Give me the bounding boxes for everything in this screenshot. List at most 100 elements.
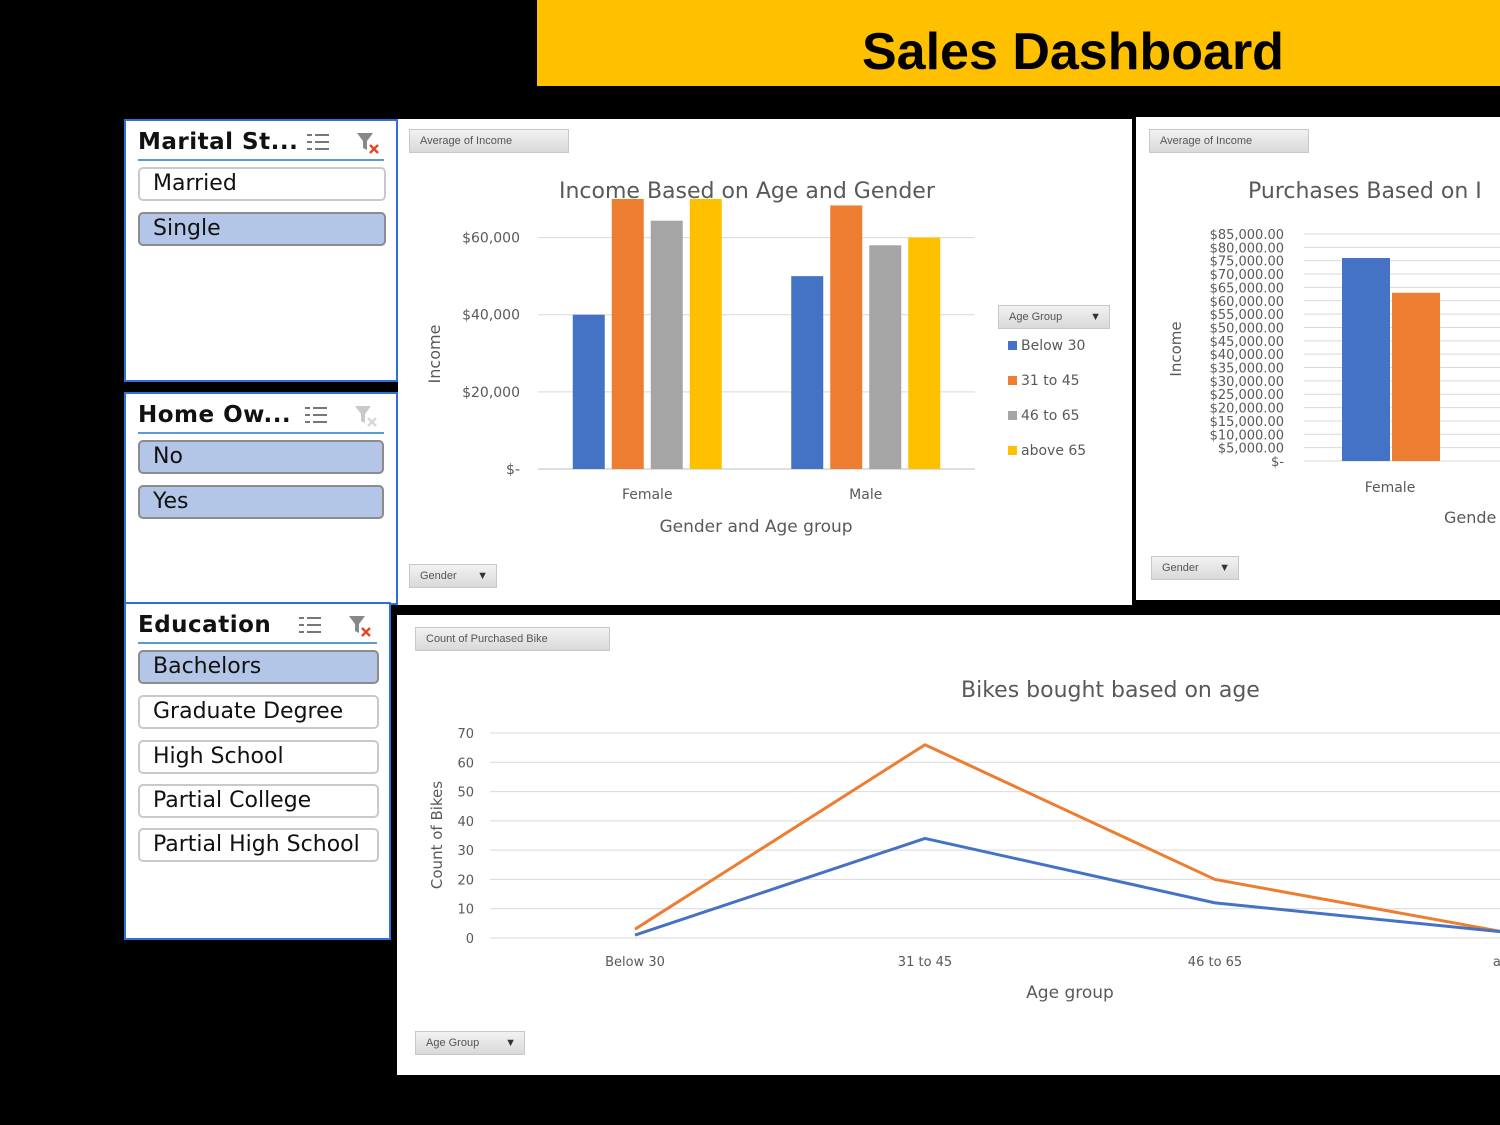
x-tick-label: Male [849,487,882,503]
y-tick-label: $10,000.00 [1210,428,1284,443]
slicer-header: Marital St... [138,127,384,161]
y-tick-label: $35,000.00 [1210,362,1284,377]
x-tick-label: Below 30 [605,955,665,970]
y-tick-label: 60 [457,756,474,771]
income-chart: $- $20,000 $40,000 $60,000 Female Male Gender … [425,199,1086,537]
clear-filter-icon[interactable] [354,129,382,155]
y-axis-label: Income [1167,321,1185,376]
slicer-marital-status: Marital St... Married Single [124,119,398,382]
bar [689,199,722,469]
axis-field-label: Gender [1162,562,1199,574]
slicer-title: Home Ow... [138,402,292,428]
y-tick-label: 10 [457,903,474,918]
multi-select-icon[interactable] [304,404,330,426]
y-tick-label: $- [1271,455,1284,470]
purchase-chart: $-$5,000.00$10,000.00$15,000.00$20,000.0… [1167,228,1500,527]
value-field-label: Average of Income [1160,135,1253,147]
y-tick-label: $20,000 [462,385,520,401]
legend-swatch [1008,376,1017,385]
y-tick-label: $85,000.00 [1210,228,1284,243]
y-tick-label: $55,000.00 [1210,308,1284,323]
dropdown-arrow-icon: ▼ [1219,562,1230,574]
bar [650,220,683,469]
chart-title: Purchases Based on I [1248,179,1482,204]
legend-label: Below 30 [1021,338,1085,354]
clear-filter-icon[interactable] [352,402,380,428]
dropdown-arrow-icon: ▼ [1090,311,1101,323]
bikes-chart: 0 10 20 30 40 50 60 70 Below 30 31 to 45 46 to 65 a… [428,727,1500,1003]
slicer-home-owner: Home Ow... No Yes [124,392,398,605]
y-tick-label: $15,000.00 [1210,415,1284,430]
chart-title: Bikes bought based on age [961,678,1260,703]
y-tick-label: $5,000.00 [1218,442,1284,457]
x-axis-label: Gender and Age group [659,517,852,537]
dashboard-title: Sales Dashboard [862,23,1284,81]
slicer-title: Education [138,612,272,638]
x-tick-label: abo [1493,955,1500,970]
x-tick-label: 31 to 45 [898,955,952,970]
legend-label: above 65 [1021,443,1086,459]
dropdown-arrow-icon: ▼ [477,570,488,582]
value-field-label: Average of Income [420,135,513,147]
bar [791,276,824,469]
clear-filter-icon[interactable] [346,612,374,638]
x-tick-label: Female [1365,480,1416,496]
slicer-item-yes[interactable]: Yes [138,485,384,519]
dashboard-title-bar [537,0,1500,86]
y-axis-label: Income [425,325,444,384]
axis-field-button[interactable]: Age Group ▼ [415,1031,525,1055]
slicer-item-graduate-degree[interactable]: Graduate Degree [138,695,379,729]
slicer-item-partial-college[interactable]: Partial College [138,784,379,818]
axis-field-label: Gender [420,570,457,582]
value-field-button[interactable]: Average of Income [1149,129,1309,153]
value-field-button[interactable]: Count of Purchased Bike [415,627,610,651]
y-tick-label: 70 [457,727,474,742]
slicer-item-partial-high-school[interactable]: Partial High School [138,828,379,862]
y-tick-label: $40,000 [462,308,520,324]
slicer-item-high-school[interactable]: High School [138,740,379,774]
axis-field-button[interactable]: Gender ▼ [409,564,497,588]
y-tick-label: $50,000.00 [1210,321,1284,336]
y-tick-label: 20 [457,873,474,888]
y-tick-label: $70,000.00 [1210,268,1284,283]
slicer-item-single[interactable]: Single [138,212,386,246]
multi-select-icon[interactable] [298,614,324,636]
series-line [634,836,1500,937]
y-tick-label: $30,000.00 [1210,375,1284,390]
bar [830,205,863,469]
y-axis-label: Count of Bikes [428,781,446,889]
y-tick-label: 50 [457,786,474,801]
x-axis-label: Gende [1444,508,1496,527]
slicer-education: Education Bachelors Graduate Degree High… [124,602,391,940]
legend-label: 31 to 45 [1021,373,1080,389]
slicer-title: Marital St... [138,129,299,155]
legend-field-button[interactable]: Age Group ▼ [998,305,1110,329]
series-line [634,743,1500,933]
x-tick-label: Female [622,487,673,503]
slicer-header: Home Ow... [138,400,384,434]
bar [1392,292,1440,461]
y-tick-label: $60,000 [462,231,520,247]
slicer-header: Education [138,610,377,644]
y-tick-label: 0 [466,932,474,947]
bar [908,237,941,469]
y-tick-label: $60,000.00 [1210,295,1284,310]
y-tick-label: $25,000.00 [1210,388,1284,403]
y-tick-label: $20,000.00 [1210,402,1284,417]
value-field-button[interactable]: Average of Income [409,129,569,153]
y-tick-label: $75,000.00 [1210,255,1284,270]
y-tick-label: $- [506,462,520,478]
y-tick-label: $65,000.00 [1210,281,1284,296]
axis-field-button[interactable]: Gender ▼ [1151,556,1239,580]
y-tick-label: $80,000.00 [1210,241,1284,256]
dropdown-arrow-icon: ▼ [505,1037,516,1049]
legend-swatch [1008,411,1017,420]
bar [1342,258,1390,461]
multi-select-icon[interactable] [306,131,332,153]
chart-panel-bikes: Count of Purchased Bike Bikes bought bas… [397,615,1500,1075]
y-tick-label: $45,000.00 [1210,335,1284,350]
slicer-item-no[interactable]: No [138,440,384,474]
slicer-item-married[interactable]: Married [138,167,386,201]
chart-panel-purchases: Average of Income Purchases Based on I $… [1136,117,1500,600]
slicer-item-bachelors[interactable]: Bachelors [138,650,379,684]
